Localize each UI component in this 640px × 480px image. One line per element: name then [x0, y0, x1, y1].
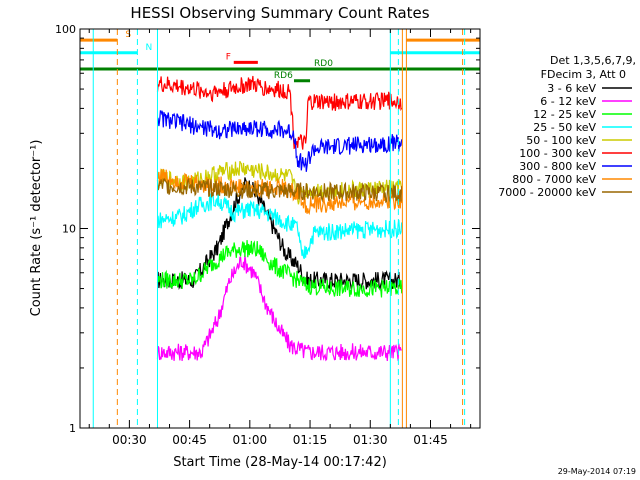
legend: Det 1,3,5,6,7,9, FDecim 3, Att 0 3 - 6 k… [498, 54, 636, 199]
markers-layer [92, 29, 466, 428]
x-axis-label: Start Time (28-May-14 00:17:42) [173, 455, 387, 470]
series-line-50-100keV [156, 160, 403, 205]
series-layer [156, 75, 403, 362]
legend-label: 800 - 7000 keV [512, 173, 596, 186]
x-tick-label: 01:00 [233, 433, 268, 447]
legend-label: 3 - 6 keV [547, 82, 596, 95]
x-tick-label: 00:30 [112, 433, 147, 447]
flag-label-S: S [125, 30, 131, 40]
series-line-25-50keV [156, 191, 403, 260]
flag-label-RD6: RD6 [274, 71, 293, 81]
y-axis-label: Count Rate (s⁻¹ detector⁻¹) [29, 140, 44, 317]
legend-label: 25 - 50 keV [533, 121, 596, 134]
x-tick-label: 01:30 [353, 433, 388, 447]
y-tick-label: 100 [55, 23, 76, 36]
chart-title: HESSI Observing Summary Count Rates [130, 4, 429, 22]
y-tick-label: 10 [62, 223, 76, 236]
series-line-12-25keV [156, 240, 403, 298]
series-line-100-300keV [156, 75, 403, 150]
legend-header-1: Det 1,3,5,6,7,9, [550, 54, 636, 67]
x-tick-label: 00:45 [172, 433, 207, 447]
legend-label: 300 - 800 keV [519, 160, 596, 173]
flag-label-N: N [145, 43, 152, 53]
legend-label: 6 - 12 keV [540, 95, 596, 108]
flag-label-F: F [226, 52, 231, 62]
legend-label: 7000 - 20000 keV [498, 186, 596, 199]
legend-label: 12 - 25 keV [533, 108, 596, 121]
legend-header-2: FDecim 3, Att 0 [541, 68, 626, 81]
timestamp: 29-May-2014 07:19 [558, 467, 636, 476]
axis-ticks: 1 10 100 00:30 00:45 01:00 01:15 01:30 01:45 [55, 23, 480, 447]
legend-label: 100 - 300 keV [519, 147, 596, 160]
y-tick-label: 1 [69, 422, 76, 435]
x-tick-label: 01:45 [413, 433, 448, 447]
flag-label-RD0: RD0 [314, 59, 333, 69]
flags-layer: S N F RD0 RD6 [80, 30, 480, 83]
legend-label: 50 - 100 keV [526, 134, 596, 147]
series-line-300-800keV [156, 110, 403, 172]
x-tick-label: 01:15 [293, 433, 328, 447]
series-line-7000-20000keV [156, 177, 403, 204]
series-line-6-12keV [156, 254, 402, 362]
